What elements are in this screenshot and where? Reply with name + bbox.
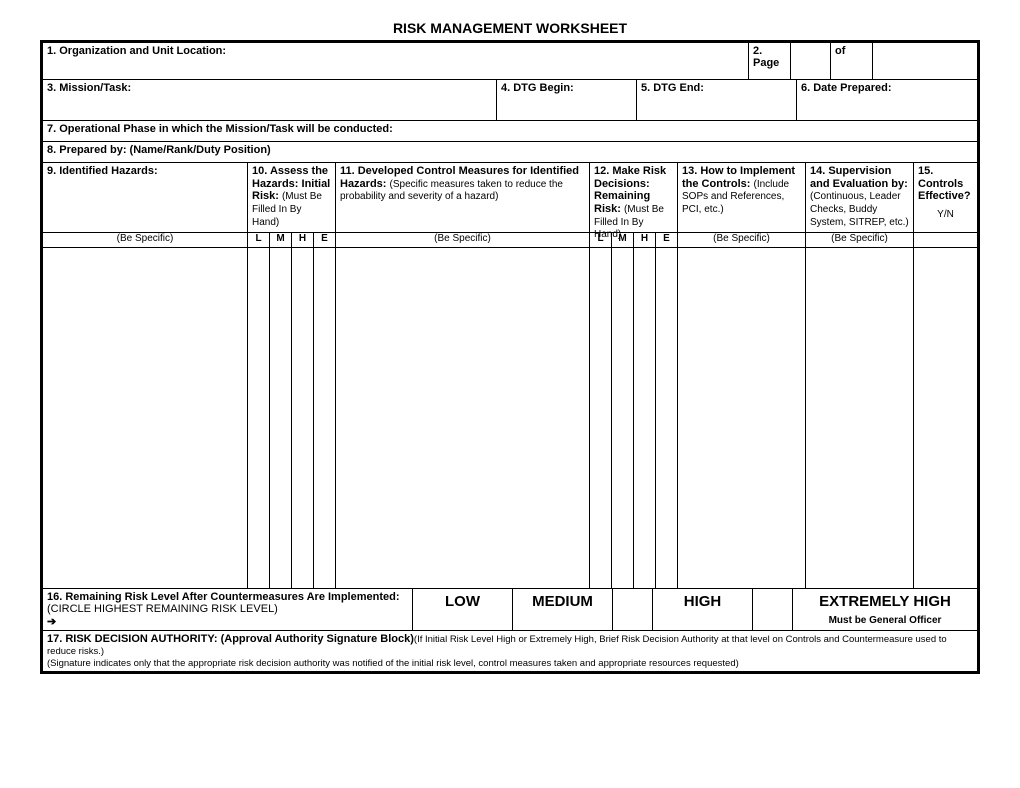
body-col-M2[interactable] (612, 248, 634, 588)
field-14-supervision: 14. Supervision and Evaluation by: (Cont… (806, 163, 914, 232)
body-col-M1[interactable] (270, 248, 292, 588)
field-16: 16. Remaining Risk Level After Counterme… (43, 589, 413, 630)
field-15-effective: 15. Controls Effective? Y/N (914, 163, 977, 232)
lmhe-H-1: H (292, 233, 314, 247)
page-title: RISK MANAGEMENT WORKSHEET (40, 20, 980, 36)
body-col-13[interactable] (678, 248, 806, 588)
risk-gap-2 (753, 589, 793, 630)
field-14-sub: (Continuous, Leader Checks, Buddy System… (810, 191, 909, 227)
field-17-a: 17. RISK DECISION AUTHORITY: (47, 633, 218, 645)
body-col-E1[interactable] (314, 248, 336, 588)
field-15-label: 15. Controls Effective? (918, 165, 971, 202)
body-col-H2[interactable] (634, 248, 656, 588)
risk-extremely-high[interactable]: EXTREMELY HIGH Must be General Officer (793, 589, 977, 630)
be-specific-9: (Be Specific) (43, 233, 248, 247)
body-col-L1[interactable] (248, 248, 270, 588)
field-17-b: (Approval Authority Signature Block) (221, 633, 414, 645)
row-be-specific: (Be Specific) L M H E (Be Specific) L M … (43, 233, 977, 248)
field-13-implement: 13. How to Implement the Controls: (Incl… (678, 163, 806, 232)
row-hazard-headers: 9. Identified Hazards: 10. Assess the Ha… (43, 163, 977, 233)
field-3-mission: 3. Mission/Task: (43, 80, 497, 120)
field-7-op-phase: 7. Operational Phase in which the Missio… (43, 121, 977, 141)
body-col-E2[interactable] (656, 248, 678, 588)
field-6-date-prepared: 6. Date Prepared: (797, 80, 977, 120)
risk-gap-1 (613, 589, 653, 630)
lmhe-H-2: H (634, 233, 656, 247)
row-op-phase: 7. Operational Phase in which the Missio… (43, 121, 977, 142)
body-col-9[interactable] (43, 248, 248, 588)
lmhe-L-2: L (590, 233, 612, 247)
arrow-icon: ➔ (47, 616, 56, 628)
body-col-11[interactable] (336, 248, 590, 588)
be-specific-11: (Be Specific) (336, 233, 590, 247)
field-10-assess: 10. Assess the Hazards: Initial Risk: (M… (248, 163, 336, 232)
be-specific-13: (Be Specific) (678, 233, 806, 247)
field-4-dtg-begin: 4. DTG Begin: (497, 80, 637, 120)
body-col-H1[interactable] (292, 248, 314, 588)
field-2-of: of (831, 43, 873, 79)
body-col-14[interactable] (806, 248, 914, 588)
field-2-page-value-1[interactable] (791, 43, 831, 79)
field-5-dtg-end: 5. DTG End: (637, 80, 797, 120)
risk-eh-label: EXTREMELY HIGH (819, 593, 951, 610)
risk-low[interactable]: LOW (413, 589, 513, 630)
lmhe-E-1: E (314, 233, 336, 247)
field-17-d: (Signature indicates only that the appro… (47, 658, 739, 669)
row-mission-dtg: 3. Mission/Task: 4. DTG Begin: 5. DTG En… (43, 80, 977, 121)
row-16-risk-level: 16. Remaining Risk Level After Counterme… (43, 589, 977, 631)
lmhe-M-1: M (270, 233, 292, 247)
row-prepared-by: 8. Prepared by: (Name/Rank/Duty Position… (43, 142, 977, 163)
field-9-hazards: 9. Identified Hazards: (43, 163, 248, 232)
field-8-prepared-by: 8. Prepared by: (Name/Rank/Duty Position… (43, 142, 977, 162)
be-specific-14: (Be Specific) (806, 233, 914, 247)
field-2-page-label: 2. Page (749, 43, 791, 79)
field-2-page-value-2[interactable] (873, 43, 977, 79)
body-col-L2[interactable] (590, 248, 612, 588)
field-15-sub: Y/N (918, 209, 973, 221)
be-specific-15 (914, 233, 977, 247)
lmhe-M-2: M (612, 233, 634, 247)
risk-medium[interactable]: MEDIUM (513, 589, 613, 630)
field-14-label: 14. Supervision and Evaluation by: (810, 165, 908, 190)
field-17: 17. RISK DECISION AUTHORITY: (Approval A… (43, 631, 977, 671)
lmhe-L-1: L (248, 233, 270, 247)
body-col-15[interactable] (914, 248, 977, 588)
row-17-authority: 17. RISK DECISION AUTHORITY: (Approval A… (43, 631, 977, 671)
field-1-org: 1. Organization and Unit Location: (43, 43, 749, 79)
field-12-decisions: 12. Make Risk Decisions: Remaining Risk:… (590, 163, 678, 232)
field-16-label: 16. Remaining Risk Level After Counterme… (47, 591, 400, 603)
risk-high[interactable]: HIGH (653, 589, 753, 630)
row-data-body (43, 248, 977, 589)
row-org-page: 1. Organization and Unit Location: 2. Pa… (43, 43, 977, 80)
worksheet-container: 1. Organization and Unit Location: 2. Pa… (40, 40, 980, 674)
lmhe-E-2: E (656, 233, 678, 247)
risk-eh-sub: Must be General Officer (829, 615, 942, 626)
field-11-controls: 11. Developed Control Measures for Ident… (336, 163, 590, 232)
field-16-sub: (CIRCLE HIGHEST REMAINING RISK LEVEL) (47, 603, 278, 615)
